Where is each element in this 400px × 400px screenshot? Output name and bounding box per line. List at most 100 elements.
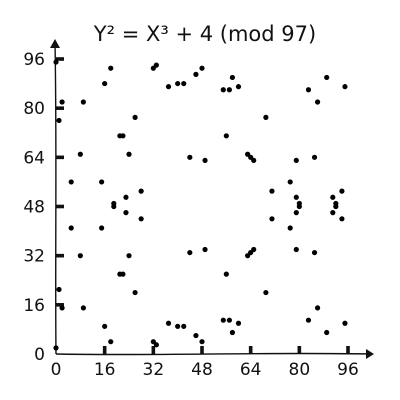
data-point [153, 342, 159, 348]
data-point [80, 99, 86, 105]
y-axis-line [54, 41, 57, 355]
data-point [314, 99, 321, 105]
data-point [53, 59, 59, 65]
data-point [132, 114, 138, 120]
data-point [138, 216, 144, 222]
data-point [263, 114, 269, 120]
data-point [108, 65, 114, 71]
y-tick-mark [56, 204, 64, 209]
data-point [235, 320, 242, 326]
data-point [126, 151, 132, 157]
x-tick-mark [102, 346, 107, 354]
data-point [220, 87, 226, 93]
data-point [333, 203, 339, 210]
data-point [287, 225, 293, 231]
data-point [56, 117, 62, 124]
x-tick-mark [346, 346, 350, 354]
data-point [324, 329, 330, 336]
data-point [311, 249, 318, 256]
data-point [220, 317, 226, 323]
data-point [108, 339, 114, 345]
data-point [223, 133, 229, 139]
x-tick-label: 64 [240, 360, 262, 380]
data-point [324, 74, 330, 81]
data-point [269, 216, 275, 222]
x-tick-label: 32 [143, 360, 165, 380]
data-point [293, 194, 299, 200]
ticks [56, 57, 350, 354]
data-point [293, 246, 299, 253]
data-point [187, 154, 193, 160]
data-point [68, 179, 74, 185]
data-points [53, 59, 348, 351]
data-point [226, 87, 232, 93]
data-point [293, 157, 299, 164]
y-tick-mark [56, 303, 64, 307]
data-point [181, 80, 187, 87]
data-point [342, 84, 348, 90]
x-axis-line [55, 352, 373, 356]
y-tick-label: 48 [23, 198, 45, 218]
data-point [102, 323, 108, 329]
y-tick-label: 96 [23, 50, 45, 70]
data-point [80, 305, 86, 311]
data-point [175, 80, 181, 87]
data-point [120, 271, 126, 277]
data-point [175, 323, 181, 329]
data-point [314, 305, 321, 311]
y-tick-mark [56, 253, 64, 258]
data-point [223, 271, 229, 277]
data-point [165, 84, 172, 90]
data-point [120, 133, 126, 139]
data-point [59, 99, 65, 105]
data-point [193, 71, 199, 77]
y-tick-mark [56, 106, 64, 110]
data-point [99, 225, 105, 231]
x-tick-label: 80 [289, 360, 311, 380]
data-point [251, 157, 257, 164]
x-tick-label: 48 [191, 360, 213, 380]
y-tick-label: 80 [23, 99, 45, 119]
y-tick-mark [56, 155, 64, 160]
data-point [202, 157, 208, 164]
axes [50, 39, 374, 359]
data-point [59, 305, 65, 311]
y-tick-mark [56, 57, 64, 61]
data-point [330, 194, 336, 200]
data-point [251, 246, 257, 253]
data-point [132, 289, 138, 296]
data-point [263, 289, 269, 296]
data-point [126, 253, 132, 259]
data-point [229, 74, 236, 81]
data-point [339, 216, 345, 222]
x-tick-mark [248, 346, 253, 354]
y-axis-arrow [50, 39, 60, 48]
chart-title: Y² = X³ + 4 (mod 97) [93, 22, 316, 46]
data-point [165, 320, 172, 326]
data-point [77, 253, 83, 259]
x-tick-label: 96 [337, 360, 359, 380]
data-point [330, 210, 336, 216]
data-point [56, 286, 62, 293]
data-point [193, 332, 199, 339]
data-point [226, 317, 232, 323]
data-point [99, 179, 105, 185]
data-point [187, 249, 193, 256]
data-point [305, 87, 312, 93]
x-tick-mark [297, 346, 302, 354]
y-tick-label: 0 [34, 345, 45, 365]
data-point [53, 345, 59, 351]
data-point [181, 323, 187, 329]
data-point [287, 179, 293, 185]
data-point [102, 80, 108, 87]
data-point [138, 188, 144, 194]
x-tick-label: 16 [94, 360, 116, 380]
data-point [199, 339, 205, 345]
tick-labels: 0 16 32 48 64 80 96 0 16 32 48 64 80 96 [23, 50, 358, 380]
y-tick-label: 64 [23, 148, 45, 168]
data-point [68, 225, 74, 231]
data-point [311, 154, 318, 160]
data-point [199, 65, 205, 71]
data-point [293, 210, 299, 216]
